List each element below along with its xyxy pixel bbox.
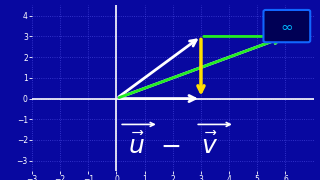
Text: $\vec{u}$: $\vec{u}$ — [128, 133, 145, 159]
Text: $\vec{v}$: $\vec{v}$ — [201, 133, 218, 159]
Text: $-$: $-$ — [160, 134, 180, 158]
Text: $\infty$: $\infty$ — [280, 19, 293, 34]
FancyBboxPatch shape — [263, 10, 310, 42]
